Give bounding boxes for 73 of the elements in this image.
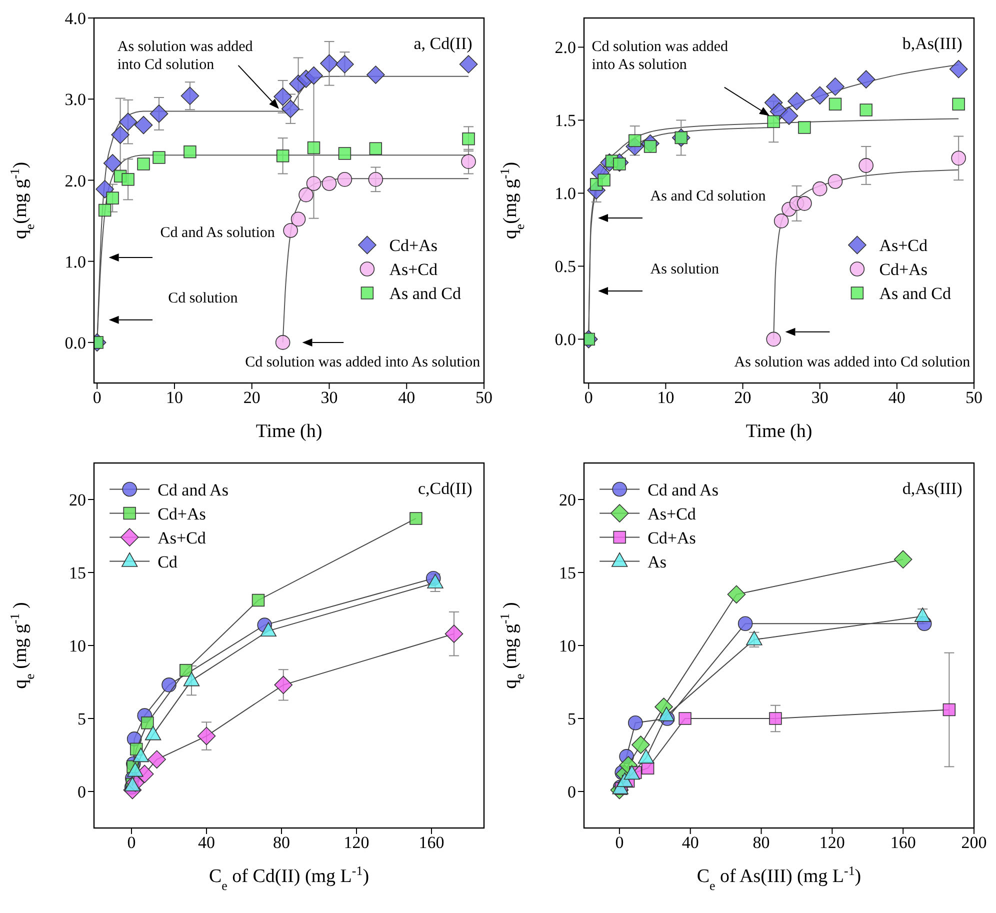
x-tick-label: 50 bbox=[966, 388, 982, 408]
x-tick-label: 40 bbox=[198, 833, 215, 852]
y-tick-label: 1.5 bbox=[554, 111, 576, 130]
x-tick-label: 40 bbox=[398, 388, 416, 408]
legend-label: As+Cd bbox=[879, 236, 928, 255]
x-tick-label: 30 bbox=[320, 388, 338, 408]
x-axis-title: C$_{e}$ of Cd(II) (mg L$^{-1}$) bbox=[208, 862, 370, 892]
x-axis-title: Time (h) bbox=[746, 421, 812, 442]
y-tick-label: 20 bbox=[69, 490, 86, 510]
x-tick-label: 20 bbox=[734, 388, 752, 408]
legend-label: As+Cd bbox=[158, 528, 206, 548]
x-tick-label: 120 bbox=[819, 833, 845, 852]
y-tick-label: 4.0 bbox=[64, 9, 86, 28]
legend-label: Cd bbox=[158, 552, 178, 572]
annotation: As solution was added into Cd solution bbox=[734, 354, 971, 371]
y-tick-label: 0 bbox=[78, 782, 86, 802]
x-tick-label: 0 bbox=[615, 833, 624, 852]
x-tick-label: 40 bbox=[682, 833, 699, 852]
y-tick-label: 3.0 bbox=[64, 90, 86, 110]
y-tick-label: 0.0 bbox=[64, 333, 86, 352]
y-tick-label: 10 bbox=[559, 636, 576, 656]
x-tick-label: 160 bbox=[890, 833, 916, 852]
y-tick-label: 0 bbox=[568, 782, 576, 802]
annotation: Cd solution was added into As solution bbox=[245, 354, 481, 371]
y-tick-label: 5 bbox=[568, 710, 576, 729]
x-tick-label: 120 bbox=[344, 833, 370, 852]
text: c,Cd(II) bbox=[418, 479, 472, 498]
legend-label: As+Cd bbox=[389, 260, 438, 279]
legend-label: Cd+As bbox=[158, 504, 206, 524]
legend-label: Cd and As bbox=[158, 480, 228, 500]
x-tick-label: 200 bbox=[961, 833, 987, 852]
x-tick-label: 40 bbox=[888, 388, 906, 408]
y-tick-label: 1.0 bbox=[554, 184, 576, 204]
annotation: As solution bbox=[650, 262, 720, 278]
annotation: As and Cd solution bbox=[650, 188, 766, 204]
y-tick-label: 0.5 bbox=[554, 257, 576, 276]
x-tick-label: 160 bbox=[418, 833, 444, 852]
legend-label: Cd+As bbox=[648, 528, 696, 548]
x-tick-label: 80 bbox=[752, 833, 770, 852]
legend-label: Cd and As bbox=[648, 480, 718, 500]
x-tick-label: 80 bbox=[273, 833, 290, 852]
annotation: Cd and As solution bbox=[160, 225, 276, 241]
x-tick-label: 0 bbox=[584, 388, 593, 408]
x-tick-label: 30 bbox=[811, 388, 828, 408]
legend-label: Cd+As bbox=[879, 260, 928, 279]
legend-label: As+Cd bbox=[648, 504, 696, 524]
y-tick-label: 10 bbox=[69, 636, 86, 656]
y-tick-label: 0.0 bbox=[554, 330, 576, 350]
y-tick-label: 15 bbox=[69, 564, 86, 583]
legend-label: As and Cd bbox=[389, 284, 462, 303]
legend-label: Cd+As bbox=[389, 236, 438, 255]
y-tick-label: 5 bbox=[78, 710, 86, 729]
y-tick-label: 15 bbox=[559, 564, 576, 583]
x-tick-label: 20 bbox=[243, 388, 260, 408]
y-tick-label: 2.0 bbox=[64, 171, 86, 190]
annotation: Cd solution was added into As solution bbox=[592, 38, 729, 73]
legend-label: As and Cd bbox=[879, 284, 952, 303]
x-tick-label: 0 bbox=[127, 833, 136, 852]
text: a, Cd(II) bbox=[414, 34, 472, 54]
annotation: Cd solution bbox=[168, 290, 238, 307]
x-axis-title: C$_{e}$ of As(III) (mg L$^{-1}$) bbox=[696, 862, 862, 892]
y-tick-label: 20 bbox=[559, 490, 576, 510]
x-tick-label: 10 bbox=[166, 388, 183, 408]
x-axis-title: Time (h) bbox=[256, 421, 322, 442]
x-tick-label: 50 bbox=[476, 388, 492, 408]
annotation: As solution was added into Cd solution bbox=[117, 38, 254, 73]
x-tick-label: 0 bbox=[92, 388, 102, 408]
legend-label: As bbox=[648, 552, 667, 572]
text: b,As(III) bbox=[902, 34, 962, 54]
y-tick-label: 1.0 bbox=[64, 252, 86, 272]
text: d,As(III) bbox=[902, 479, 962, 498]
x-tick-label: 10 bbox=[657, 388, 674, 408]
y-tick-label: 2.0 bbox=[554, 38, 576, 58]
